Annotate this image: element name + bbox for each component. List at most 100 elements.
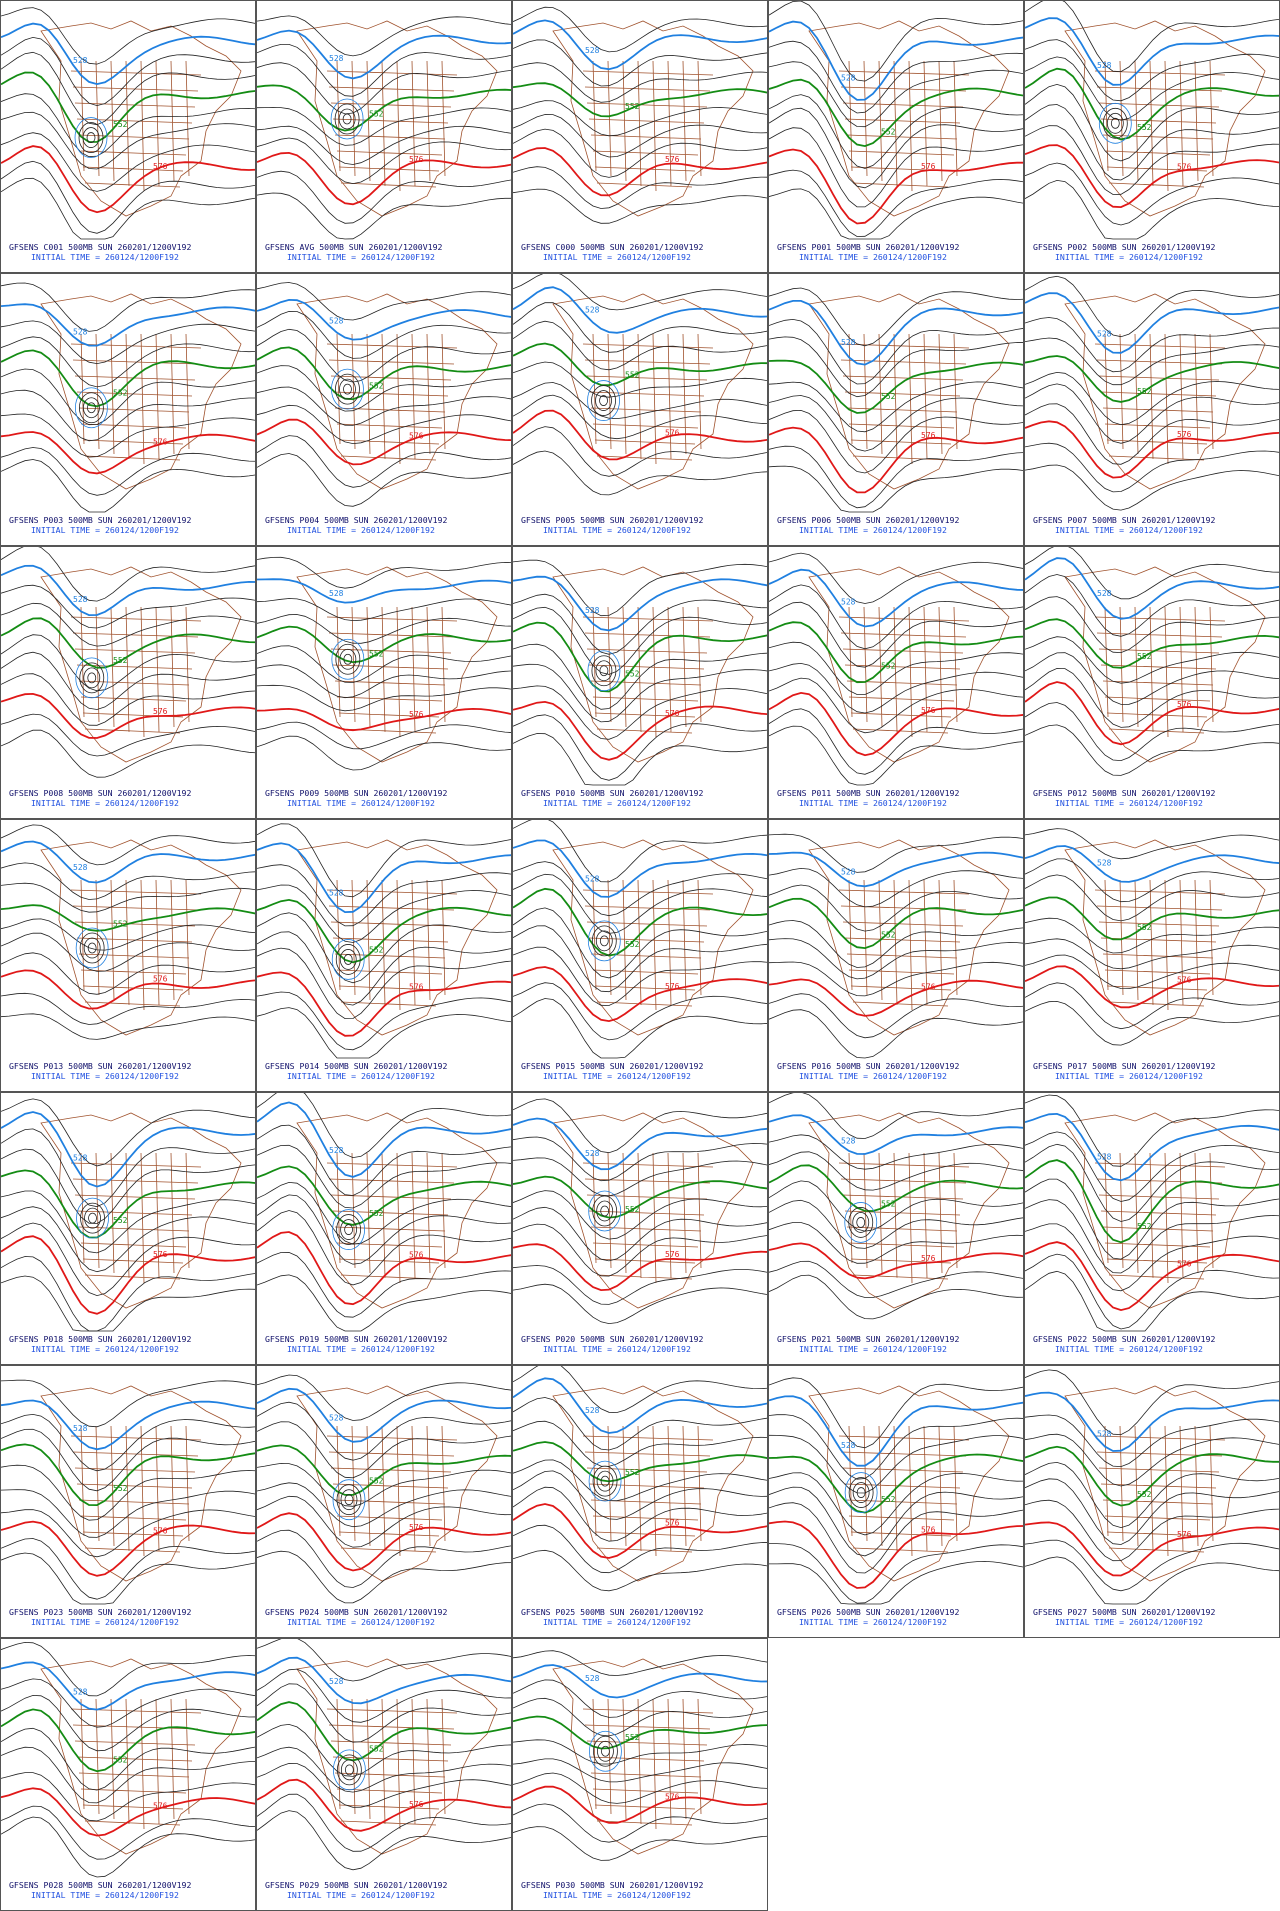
height-contour	[1025, 702, 1279, 762]
height-contour	[769, 148, 1023, 225]
height-contour	[769, 691, 1023, 757]
contour-label: 552	[625, 1468, 640, 1477]
low-center	[75, 927, 109, 969]
init-time: INITIAL TIME = 260124/1200F192	[287, 525, 435, 535]
map-svg: 528 552 576 GFSENS P021 500MB SUN 260201/12…	[769, 1093, 1023, 1354]
height-contour	[769, 1377, 1023, 1449]
height-contour	[769, 938, 1023, 980]
contour-label: 576	[921, 1254, 936, 1263]
low-center	[344, 1224, 354, 1235]
low-center	[856, 1487, 866, 1498]
contour-label: 576	[409, 983, 424, 992]
height-contour	[769, 833, 1023, 873]
height-contour	[769, 677, 1023, 734]
low-center	[601, 1745, 610, 1757]
low-center	[335, 643, 361, 675]
low-center	[339, 648, 357, 670]
low-center	[332, 1749, 366, 1791]
low-center	[587, 380, 620, 421]
contour-label: 576	[409, 1800, 424, 1809]
height-contour	[1, 320, 255, 365]
map-panel: 528 552 576 GFSENS P005 500MB SUN 260201/12…	[512, 273, 768, 546]
height-contour	[1025, 636, 1279, 684]
low-center	[331, 638, 365, 680]
map-panel: 528 552 576 GFSENS P011 500MB SUN 260201/12…	[768, 546, 1024, 819]
height-contour	[769, 409, 1023, 474]
height-contour	[513, 320, 767, 371]
panel-title: GFSENS P029 500MB SUN 260201/1200V192	[265, 1880, 447, 1890]
contour-label: 528	[1097, 1429, 1112, 1438]
height-contour	[257, 1387, 511, 1443]
panel-title: GFSENS P013 500MB SUN 260201/1200V192	[9, 1061, 191, 1071]
panel-title: GFSENS P021 500MB SUN 260201/1200V192	[777, 1334, 959, 1344]
low-center	[1102, 107, 1128, 139]
init-time: INITIAL TIME = 260124/1200F192	[543, 798, 691, 808]
height-contour	[513, 700, 767, 761]
height-contour	[769, 725, 1023, 786]
height-contour	[513, 839, 767, 898]
contour-label: 552	[625, 1205, 640, 1214]
height-contour	[1025, 667, 1279, 728]
low-center	[79, 662, 105, 694]
height-contour	[257, 931, 511, 1006]
init-time: INITIAL TIME = 260124/1200F192	[799, 525, 947, 535]
height-contour	[257, 884, 511, 943]
low-center	[339, 378, 356, 400]
height-contour	[513, 1136, 767, 1182]
contour-label: 528	[1097, 61, 1112, 70]
height-contour	[1, 93, 255, 158]
contour-label: 528	[329, 317, 344, 326]
height-contour	[769, 127, 1023, 208]
contour-label: 552	[113, 1484, 128, 1493]
height-contour	[257, 912, 511, 984]
height-contour	[769, 851, 1023, 888]
contour-label: 528	[841, 338, 856, 347]
height-contour	[513, 559, 767, 617]
map-panel: 528 552 576 GFSENS P017 500MB SUN 260201/12…	[1024, 819, 1280, 1092]
height-contour	[257, 1421, 511, 1479]
height-contour	[1, 1661, 255, 1711]
height-contour	[1, 1190, 255, 1254]
height-contour	[257, 1124, 511, 1196]
geography	[40, 566, 242, 763]
height-contour	[1, 1148, 255, 1224]
height-contour	[1025, 1270, 1279, 1332]
map-svg: 528 552 576 GFSENS P001 500MB SUN 260201/12…	[769, 1, 1023, 262]
height-contour	[1, 1787, 255, 1837]
height-contour	[513, 593, 767, 655]
height-contour	[1, 336, 255, 388]
height-contour	[769, 1453, 1023, 1514]
height-contour	[257, 721, 511, 750]
low-center	[76, 1197, 109, 1239]
low-center	[86, 402, 96, 414]
low-center	[88, 1212, 97, 1224]
height-contour	[257, 1144, 511, 1209]
low-center	[1110, 117, 1120, 129]
contour-label: 528	[841, 868, 856, 877]
height-contour	[257, 1639, 511, 1682]
height-contour	[1, 617, 255, 669]
panel-title: GFSENS P016 500MB SUN 260201/1200V192	[777, 1061, 959, 1071]
height-contour	[1025, 858, 1279, 903]
init-time: INITIAL TIME = 260124/1200F192	[31, 1344, 179, 1354]
height-contour	[1, 160, 255, 234]
panel-title: GFSENS P012 500MB SUN 260201/1200V192	[1033, 788, 1215, 798]
contour-label: 576	[921, 162, 936, 171]
height-contour	[769, 318, 1023, 385]
init-time: INITIAL TIME = 260124/1200F192	[799, 1344, 947, 1354]
height-contour	[513, 147, 767, 197]
contour-label: 576	[153, 437, 168, 446]
height-contour	[1025, 681, 1279, 746]
contour-label: 528	[73, 1688, 88, 1697]
map-svg: 528 552 576 GFSENS P025 500MB SUN 260201/12…	[513, 1366, 767, 1627]
init-time: INITIAL TIME = 260124/1200F192	[1055, 1344, 1203, 1354]
map-panel: 528 552 576 GFSENS P028 500MB SUN 260201/12…	[0, 1638, 256, 1911]
height-contour	[769, 61, 1023, 128]
map-panel: 528 552 576 GFSENS P030 500MB SUN 260201/12…	[512, 1638, 768, 1911]
init-time: INITIAL TIME = 260124/1200F192	[799, 252, 947, 262]
map-panel: 528 552 576 GFSENS P024 500MB SUN 260201/12…	[256, 1365, 512, 1638]
low-center	[340, 1489, 358, 1511]
map-panel: 528 552 576 GFSENS AVG 500MB SUN 260201/120…	[256, 0, 512, 273]
contour-label: 576	[153, 1526, 168, 1535]
height-contour	[1025, 403, 1279, 465]
